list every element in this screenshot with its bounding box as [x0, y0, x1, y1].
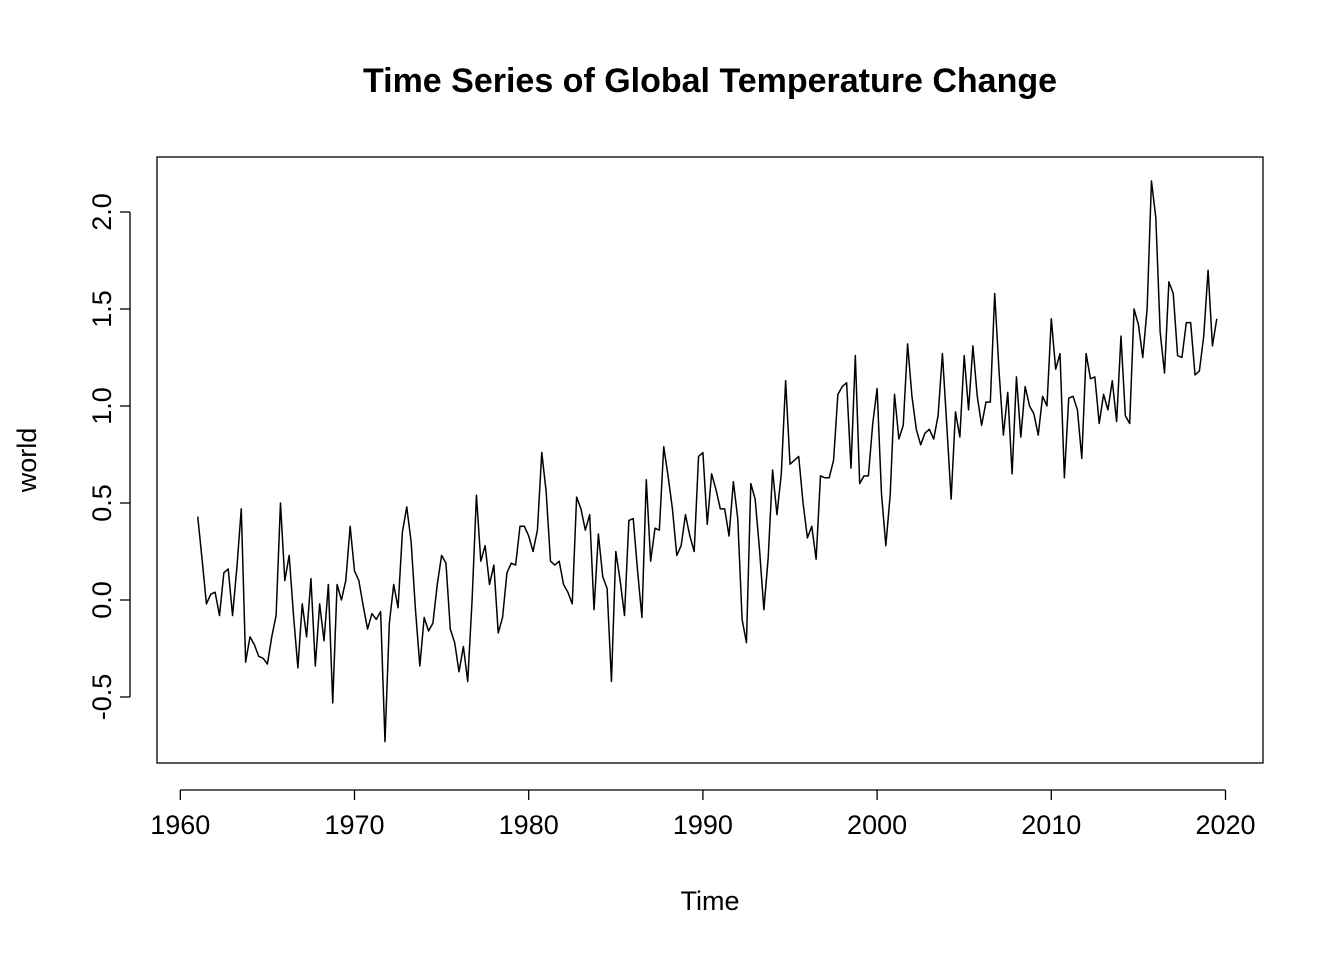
y-axis: -0.5 0.0 0.5 1.0 1.5 2.0 [87, 193, 131, 721]
x-tick-label: 1960 [150, 810, 210, 840]
y-tick-label: -0.5 [87, 674, 117, 721]
y-axis-label: world [12, 428, 42, 494]
x-axis: 1960 1970 1980 1990 2000 2010 2020 [150, 789, 1256, 840]
y-tick-label: 2.0 [87, 193, 117, 231]
y-tick-label: 0.5 [87, 484, 117, 522]
x-tick-label: 2020 [1195, 810, 1255, 840]
chart-title: Time Series of Global Temperature Change [363, 62, 1057, 100]
x-tick-label: 1980 [499, 810, 559, 840]
x-tick-label: 2000 [847, 810, 907, 840]
x-tick-label: 1990 [673, 810, 733, 840]
y-tick-label: 1.5 [87, 290, 117, 328]
plot-frame [156, 156, 1264, 764]
y-tick-label: 1.0 [87, 387, 117, 425]
x-tick-label: 2010 [1021, 810, 1081, 840]
x-tick-label: 1970 [324, 810, 384, 840]
series-line-world [196, 180, 1218, 743]
x-axis-label: Time [681, 886, 740, 916]
y-tick-label: 0.0 [87, 581, 117, 619]
